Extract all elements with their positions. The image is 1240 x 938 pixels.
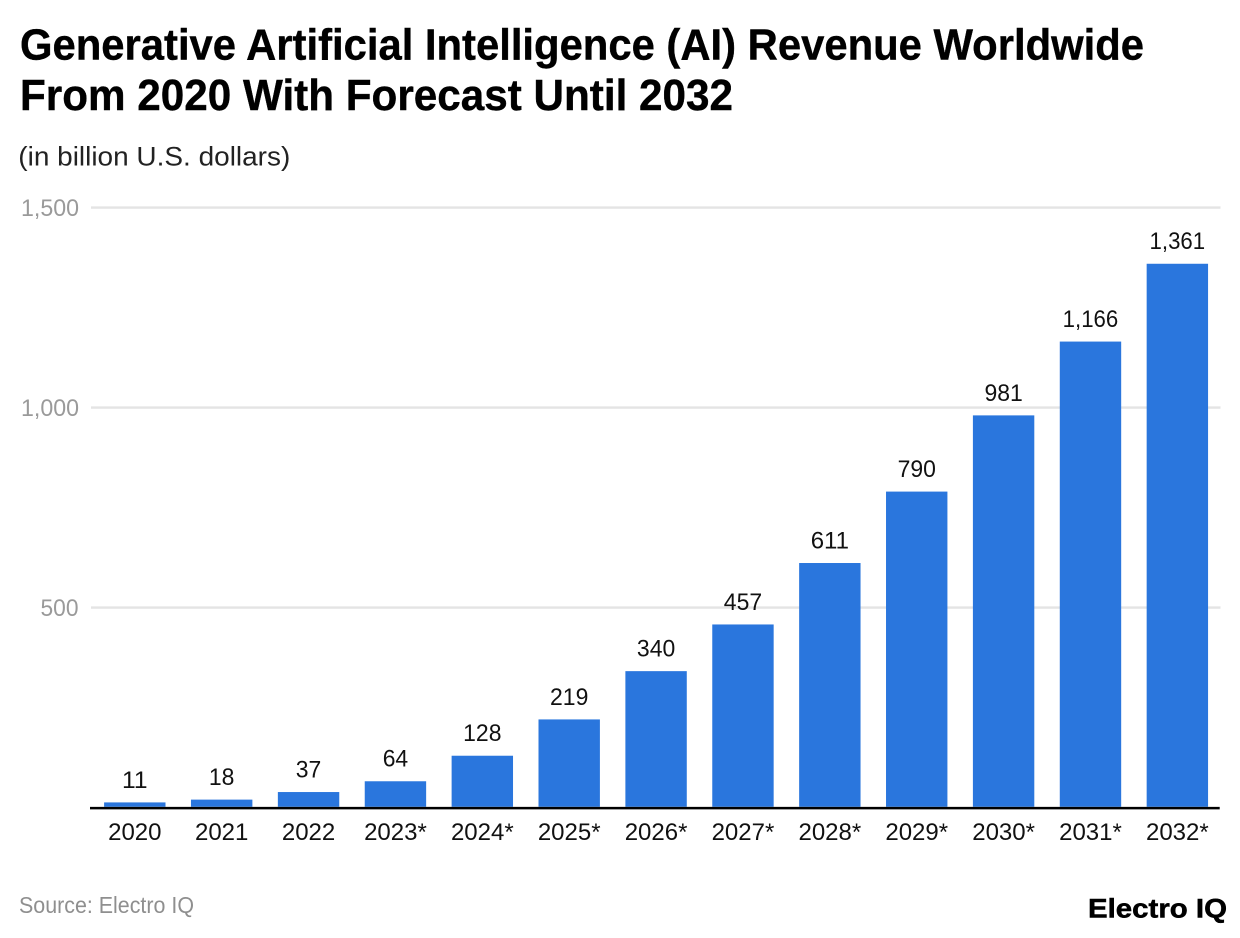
svg-text:18: 18 bbox=[209, 764, 235, 791]
svg-text:1,361: 1,361 bbox=[1150, 228, 1206, 255]
svg-text:(in billion U.S. dollars): (in billion U.S. dollars) bbox=[18, 141, 290, 171]
svg-text:1,500: 1,500 bbox=[21, 195, 79, 222]
svg-text:2020: 2020 bbox=[108, 819, 161, 846]
svg-text:64: 64 bbox=[383, 746, 409, 773]
svg-text:Generative Artificial Intellig: Generative Artificial Intelligence (AI) … bbox=[20, 22, 1144, 70]
svg-text:2027*: 2027* bbox=[712, 819, 775, 846]
svg-text:340: 340 bbox=[637, 636, 675, 663]
svg-text:790: 790 bbox=[898, 456, 936, 483]
svg-text:2022: 2022 bbox=[282, 819, 335, 846]
svg-text:From 2020 With Forecast Until: From 2020 With Forecast Until 2032 bbox=[20, 72, 733, 120]
svg-text:1,166: 1,166 bbox=[1063, 306, 1119, 333]
svg-text:1,000: 1,000 bbox=[21, 395, 79, 422]
svg-text:2030*: 2030* bbox=[972, 819, 1035, 846]
svg-text:2025*: 2025* bbox=[538, 819, 601, 846]
svg-text:219: 219 bbox=[550, 684, 588, 711]
svg-text:2023*: 2023* bbox=[364, 819, 427, 846]
svg-text:37: 37 bbox=[296, 756, 322, 783]
svg-text:500: 500 bbox=[41, 595, 79, 622]
svg-text:128: 128 bbox=[463, 720, 501, 747]
svg-text:2021: 2021 bbox=[195, 819, 248, 846]
svg-text:2028*: 2028* bbox=[798, 819, 861, 846]
svg-text:2031*: 2031* bbox=[1059, 819, 1122, 846]
svg-text:11: 11 bbox=[122, 767, 148, 794]
svg-text:2026*: 2026* bbox=[625, 819, 688, 846]
svg-text:Electro IQ: Electro IQ bbox=[1088, 894, 1227, 924]
svg-text:Source: Electro IQ: Source: Electro IQ bbox=[19, 892, 194, 918]
svg-text:611: 611 bbox=[811, 527, 849, 554]
svg-text:457: 457 bbox=[724, 589, 762, 616]
svg-text:2029*: 2029* bbox=[885, 819, 948, 846]
svg-text:2024*: 2024* bbox=[451, 819, 514, 846]
svg-text:2032*: 2032* bbox=[1146, 819, 1209, 846]
svg-text:981: 981 bbox=[984, 380, 1022, 407]
